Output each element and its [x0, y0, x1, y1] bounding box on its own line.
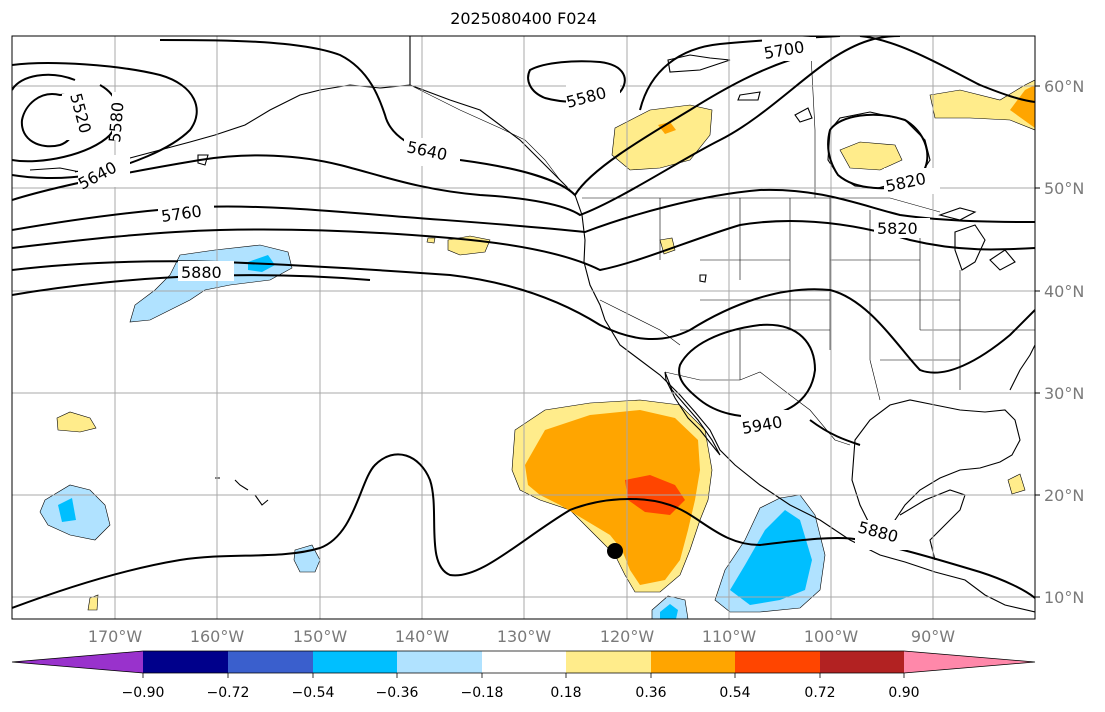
- colorbar-segment: [228, 651, 313, 673]
- lon-tick-label: 100°W: [804, 627, 859, 646]
- map-area: 5520 5580 5640 5760 5880 5640 5580 5700 …: [12, 36, 1035, 619]
- alaska-canada-border: [409, 36, 561, 181]
- contour-5700: [12, 36, 901, 217]
- map-title: 2025080400 F024: [450, 9, 597, 28]
- colorbar-segment: [566, 651, 651, 673]
- positive-anomaly-alaska: [611, 104, 713, 171]
- lat-tick-label: 10°N: [1044, 588, 1084, 607]
- colorbar-label: 0.90: [888, 685, 919, 701]
- coastline-north-america: [409, 36, 1035, 613]
- contour-label: 5580: [105, 101, 127, 143]
- colorbar-label: −0.36: [376, 685, 419, 701]
- positive-anomaly-hudson: [839, 141, 903, 171]
- lat-tick-label: 20°N: [1044, 486, 1084, 505]
- colorbar-label: 0.72: [804, 685, 835, 701]
- colorbar-segment: [482, 651, 566, 673]
- colorbar-segment-under: [12, 651, 143, 673]
- lon-tick-label: 120°W: [600, 627, 655, 646]
- colorbar-segment: [820, 651, 904, 673]
- contour-5940: [678, 323, 817, 418]
- lon-tick-label: 170°W: [88, 627, 143, 646]
- colorbar-label: 0.18: [550, 685, 581, 701]
- colorbar-label: −0.18: [461, 685, 504, 701]
- contour-5880-north: [12, 260, 1035, 374]
- latitude-ticks: 60°N 50°N 40°N 30°N 20°N 10°N: [1035, 77, 1084, 607]
- lon-tick-label: 150°W: [293, 627, 348, 646]
- map-frame: [11, 35, 1036, 620]
- colorbar-segment: [651, 651, 735, 673]
- colorbar-label: 0.36: [635, 685, 666, 701]
- colorbar-label: −0.54: [292, 685, 335, 701]
- colorbar-label: 0.54: [719, 685, 750, 701]
- us-canada-border: [582, 197, 941, 213]
- contour-5640-west: [12, 62, 198, 180]
- negative-anomaly-hawaii: [39, 484, 111, 541]
- colorbar: −0.90 −0.72 −0.54 −0.36 −0.18 0.18 0.36 …: [11, 650, 1036, 701]
- lat-tick-label: 40°N: [1044, 282, 1084, 301]
- colorbar-segment: [397, 651, 482, 673]
- colorbar-segment: [143, 651, 228, 673]
- lon-tick-label: 90°W: [911, 627, 955, 646]
- colorbar-segment-over: [904, 651, 1035, 673]
- contour-labels: 5520 5580 5640 5760 5880 5640 5580 5700 …: [62, 37, 940, 550]
- colorbar-label: −0.72: [207, 685, 250, 701]
- lon-tick-label: 110°W: [702, 627, 757, 646]
- border-layer: [409, 36, 1035, 446]
- positive-anomaly-core: [525, 410, 700, 585]
- lat-tick-label: 60°N: [1044, 77, 1084, 96]
- contour-5640-east: [159, 39, 791, 197]
- coastline-baja: [664, 371, 721, 456]
- contour-label: 5880: [181, 263, 222, 282]
- positive-anomaly-labrador: [929, 79, 1035, 131]
- colorbar-segment: [735, 651, 820, 673]
- colorbar-segment: [313, 651, 397, 673]
- lon-tick-label: 160°W: [190, 627, 245, 646]
- colorbar-label: −0.90: [122, 685, 165, 701]
- shading-layer: [39, 79, 1035, 619]
- longitude-ticks: 170°W 160°W 150°W 140°W 130°W 120°W 110°…: [88, 627, 955, 646]
- contour-label: 5820: [877, 219, 918, 238]
- lat-tick-label: 30°N: [1044, 384, 1084, 403]
- lon-tick-label: 140°W: [395, 627, 450, 646]
- lon-tick-label: 130°W: [497, 627, 552, 646]
- storm-center-marker: [607, 543, 623, 559]
- lat-tick-label: 50°N: [1044, 179, 1084, 198]
